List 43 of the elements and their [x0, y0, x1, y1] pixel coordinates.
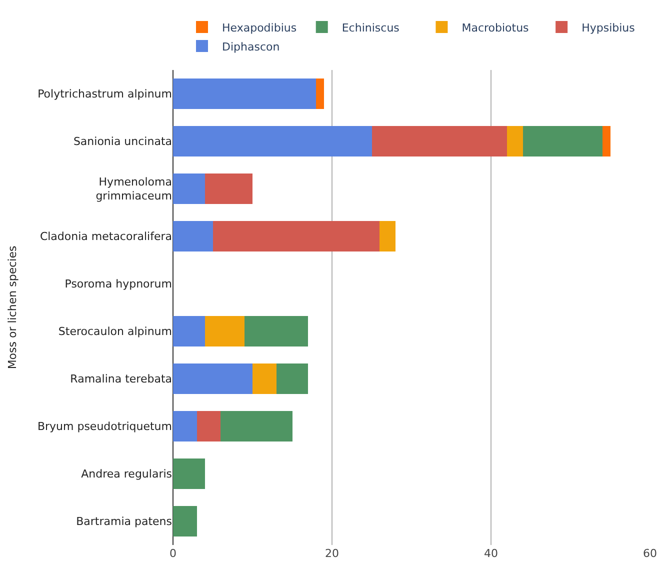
bar [173, 173, 205, 204]
x-tick-label: 60 [643, 547, 657, 560]
bar [372, 126, 507, 157]
bar [173, 410, 197, 442]
bar [173, 220, 213, 252]
y-tick-label: Andrea regularis [81, 468, 172, 481]
bar [602, 126, 610, 157]
bar [276, 363, 308, 394]
legend-label: Macrobiotus [462, 21, 530, 34]
bar [173, 78, 316, 110]
x-tick-label: 0 [170, 547, 176, 560]
y-tick-label: Bryum pseudotriquetum [37, 420, 172, 434]
bar [316, 78, 324, 110]
legend-label: Hexapodibius [222, 21, 297, 34]
legend-label: Hypsibius [582, 21, 636, 34]
y-tick-label: Sanionia uncinata [73, 135, 172, 148]
legend-label: Echiniscus [342, 21, 400, 34]
x-tick-label: 20 [325, 547, 339, 560]
bar [380, 220, 396, 252]
x-tick-label: 40 [484, 547, 498, 560]
y-tick-label: Cladonia metacoralifera [40, 230, 172, 244]
y-tick-label: Ramalina terebata [70, 372, 172, 386]
legend-label: Diphascon [222, 40, 280, 54]
bar [522, 126, 602, 157]
bar [204, 316, 245, 347]
y-tick-label: Hymenoloma grimmiaceum [96, 175, 172, 203]
bar [506, 126, 523, 157]
y-tick-label: Sterocaulon alpinum [58, 325, 172, 338]
y-axis-title: Moss or lichen species [6, 246, 20, 370]
y-tick-label: Psoroma hypnorum [64, 278, 172, 291]
bar [173, 363, 252, 394]
bar [173, 458, 205, 490]
bar [196, 410, 221, 442]
bar [252, 363, 276, 394]
bar [212, 220, 380, 252]
y-tick-label: Polytrichastrum alpinum [38, 88, 172, 101]
bar [173, 316, 205, 347]
bar [244, 316, 308, 347]
bar [173, 126, 372, 157]
bar [173, 506, 197, 537]
y-tick-label: Bartramia patens [76, 515, 172, 528]
bar [204, 173, 252, 204]
bar [220, 410, 292, 442]
